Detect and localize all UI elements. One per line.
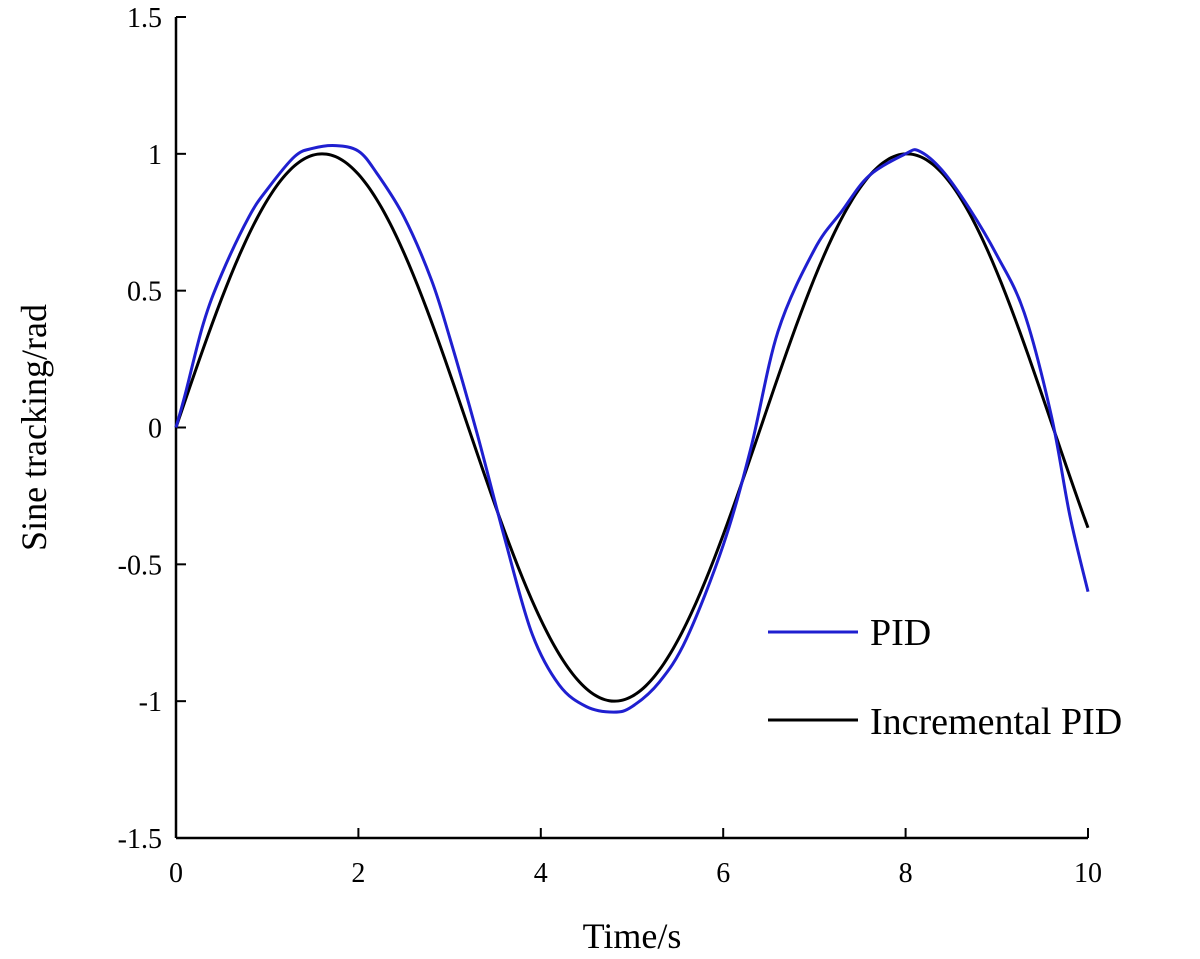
legend-label-incremental-pid: Incremental PID <box>870 701 1122 743</box>
y-tick-label: 0.5 <box>127 277 162 308</box>
y-tick-label: -0.5 <box>118 550 162 581</box>
series-layer <box>174 144 1090 714</box>
y-tick-label: 1 <box>148 140 162 171</box>
y-axis-title: Sine tracking/rad <box>14 304 54 551</box>
x-tick-label: 6 <box>716 858 730 889</box>
legend: PID Incremental PID <box>768 612 1122 743</box>
y-tick-label: 0 <box>148 414 162 445</box>
x-tick-label: 4 <box>534 858 548 889</box>
y-tick-label: -1.5 <box>118 824 162 855</box>
x-tick-label: 10 <box>1074 858 1102 889</box>
legend-label-pid: PID <box>870 612 931 654</box>
y-tick-label: -1 <box>139 687 162 718</box>
series-line-pid <box>174 144 1090 714</box>
series-line-incremental-pid <box>174 152 1090 703</box>
x-tick-label: 8 <box>899 858 913 889</box>
ticks: -1.5 -1 -0.5 0 0.5 1 1.5 0 2 4 6 8 10 <box>118 3 1102 889</box>
x-tick-label: 0 <box>169 858 183 889</box>
x-axis-title: Time/s <box>583 916 682 956</box>
x-tick-label: 2 <box>351 858 365 889</box>
y-tick-label: 1.5 <box>127 3 162 34</box>
